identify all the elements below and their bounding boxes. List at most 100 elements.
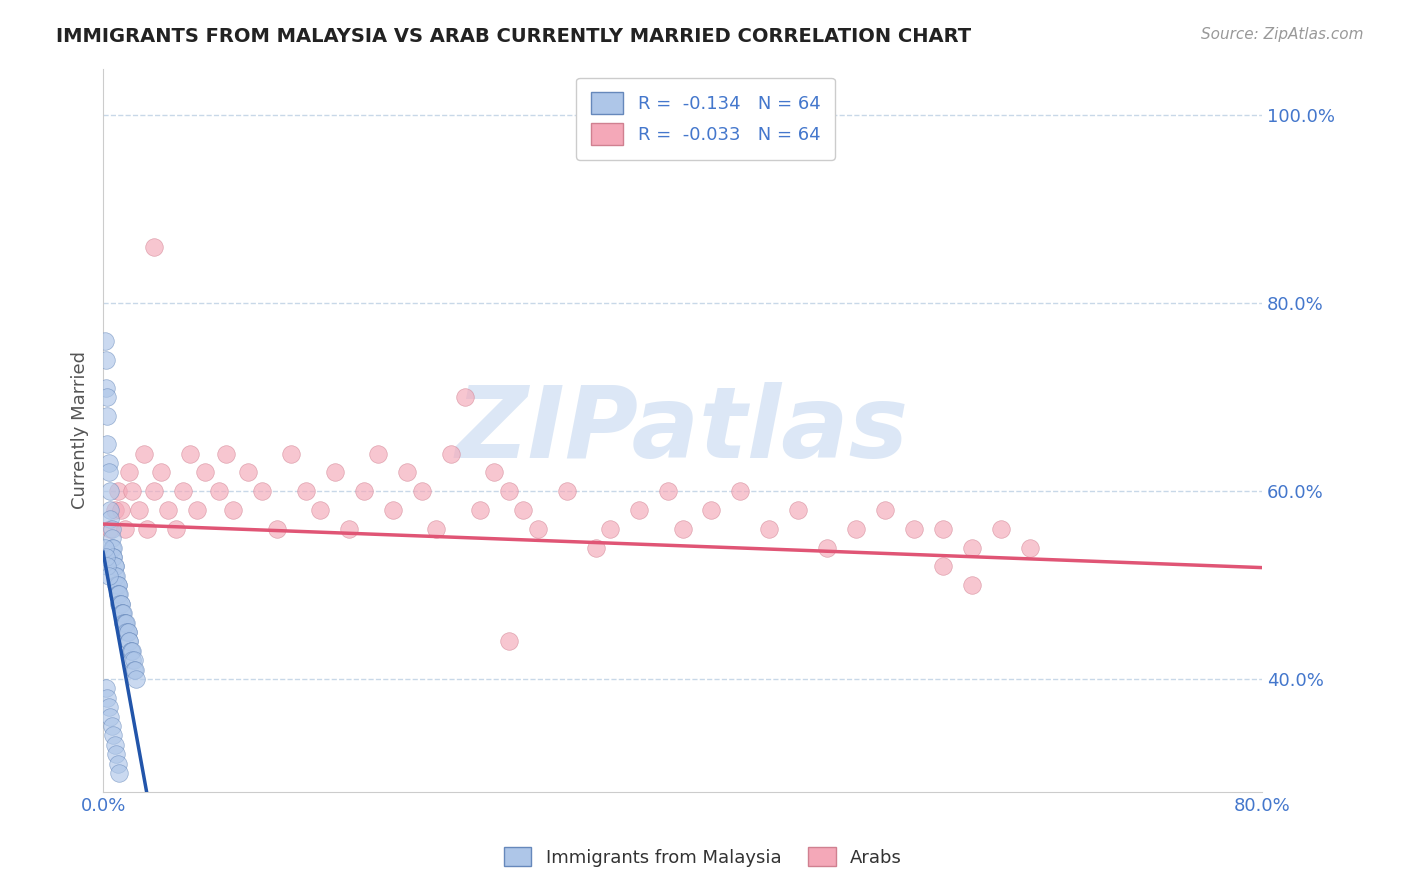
Point bbox=[96, 390, 118, 404]
Point bbox=[671, 522, 693, 536]
Point bbox=[142, 484, 165, 499]
Point bbox=[236, 466, 259, 480]
Point bbox=[787, 503, 810, 517]
Point bbox=[121, 484, 143, 499]
Point bbox=[730, 484, 752, 499]
Point bbox=[512, 503, 534, 517]
Point bbox=[107, 587, 129, 601]
Text: IMMIGRANTS FROM MALAYSIA VS ARAB CURRENTLY MARRIED CORRELATION CHART: IMMIGRANTS FROM MALAYSIA VS ARAB CURRENT… bbox=[56, 27, 972, 45]
Point bbox=[94, 681, 117, 696]
Point bbox=[101, 541, 124, 555]
Point bbox=[117, 625, 139, 640]
Point bbox=[125, 672, 148, 686]
Point bbox=[104, 559, 127, 574]
Point bbox=[115, 625, 138, 640]
Point bbox=[111, 607, 134, 621]
Point bbox=[115, 615, 138, 630]
Point bbox=[107, 484, 129, 499]
Point bbox=[93, 541, 115, 555]
Point bbox=[100, 522, 122, 536]
Point bbox=[94, 549, 117, 564]
Point bbox=[124, 663, 146, 677]
Point bbox=[526, 522, 548, 536]
Point bbox=[118, 466, 141, 480]
Point bbox=[100, 512, 122, 526]
Point bbox=[1019, 541, 1042, 555]
Point bbox=[97, 456, 120, 470]
Point bbox=[657, 484, 679, 499]
Point bbox=[108, 597, 131, 611]
Point bbox=[484, 466, 506, 480]
Point bbox=[381, 503, 404, 517]
Point bbox=[107, 756, 129, 771]
Point bbox=[100, 709, 122, 723]
Point bbox=[96, 437, 118, 451]
Point bbox=[128, 503, 150, 517]
Point bbox=[165, 522, 187, 536]
Point bbox=[105, 568, 128, 582]
Text: Source: ZipAtlas.com: Source: ZipAtlas.com bbox=[1201, 27, 1364, 42]
Point bbox=[117, 625, 139, 640]
Point bbox=[396, 466, 419, 480]
Point bbox=[96, 690, 118, 705]
Point bbox=[353, 484, 375, 499]
Point bbox=[337, 522, 360, 536]
Point bbox=[110, 503, 132, 517]
Legend: Immigrants from Malaysia, Arabs: Immigrants from Malaysia, Arabs bbox=[496, 840, 910, 874]
Point bbox=[104, 738, 127, 752]
Point bbox=[498, 634, 520, 648]
Point bbox=[96, 559, 118, 574]
Point bbox=[142, 240, 165, 254]
Point bbox=[101, 531, 124, 545]
Point bbox=[135, 522, 157, 536]
Point bbox=[96, 409, 118, 423]
Point bbox=[100, 484, 122, 499]
Point bbox=[132, 447, 155, 461]
Point bbox=[97, 700, 120, 714]
Point bbox=[960, 541, 983, 555]
Point bbox=[172, 484, 194, 499]
Point bbox=[104, 559, 127, 574]
Point bbox=[903, 522, 925, 536]
Point bbox=[94, 381, 117, 395]
Point bbox=[110, 597, 132, 611]
Point bbox=[120, 644, 142, 658]
Point bbox=[440, 447, 463, 461]
Point bbox=[309, 503, 332, 517]
Point bbox=[105, 747, 128, 761]
Point bbox=[628, 503, 651, 517]
Point bbox=[104, 568, 127, 582]
Point bbox=[295, 484, 318, 499]
Point bbox=[179, 447, 201, 461]
Point bbox=[758, 522, 780, 536]
Point bbox=[454, 390, 477, 404]
Point bbox=[114, 522, 136, 536]
Point bbox=[103, 728, 125, 742]
Point bbox=[118, 634, 141, 648]
Point bbox=[101, 719, 124, 733]
Point bbox=[150, 466, 173, 480]
Point bbox=[103, 541, 125, 555]
Point bbox=[103, 549, 125, 564]
Point bbox=[103, 549, 125, 564]
Point bbox=[932, 522, 955, 536]
Point bbox=[111, 607, 134, 621]
Point bbox=[425, 522, 447, 536]
Point bbox=[875, 503, 897, 517]
Point bbox=[990, 522, 1012, 536]
Point bbox=[280, 447, 302, 461]
Point bbox=[411, 484, 433, 499]
Point bbox=[960, 578, 983, 592]
Point bbox=[94, 352, 117, 367]
Point bbox=[815, 541, 838, 555]
Point bbox=[252, 484, 274, 499]
Point bbox=[110, 597, 132, 611]
Point bbox=[222, 503, 245, 517]
Point bbox=[498, 484, 520, 499]
Point bbox=[101, 522, 124, 536]
Point bbox=[114, 615, 136, 630]
Point bbox=[97, 568, 120, 582]
Point bbox=[122, 653, 145, 667]
Point bbox=[108, 765, 131, 780]
Point bbox=[215, 447, 238, 461]
